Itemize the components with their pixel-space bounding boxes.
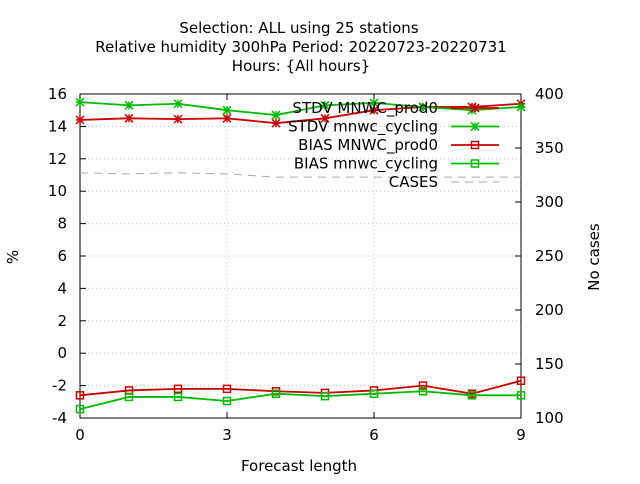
- y-tick-label: 12: [48, 150, 67, 168]
- data-point-bias-mnwc-prod0: [418, 381, 428, 390]
- data-point-stdv-mnwc-cycling: [320, 100, 330, 110]
- data-point-bias-mnwc-cycling: [467, 391, 477, 400]
- title-line-3: Hours: {All hours}: [232, 57, 370, 75]
- y2-tick-label: 150: [535, 355, 564, 373]
- data-point-bias-mnwc-prod0: [222, 384, 232, 394]
- y-tick-label: 14: [48, 117, 67, 135]
- legend-marker-bias-mnwc-prod0: [470, 140, 480, 150]
- data-point-stdv-mnwc-cycling: [173, 99, 183, 109]
- data-point-stdv-mnwc-prod0: [320, 113, 330, 123]
- grid: [80, 94, 521, 418]
- data-point-stdv-mnwc-cycling: [271, 110, 281, 120]
- x-tick-label: 3: [222, 426, 232, 444]
- data-point-stdv-mnwc-cycling: [418, 102, 428, 112]
- data-point-bias-mnwc-prod0: [516, 376, 526, 385]
- series-line-bias-mnwc-cycling: [79, 390, 521, 410]
- y-tick-label: 6: [57, 247, 67, 265]
- data-point-bias-mnwc-cycling: [418, 387, 428, 396]
- data-point-stdv-mnwc-prod0: [222, 113, 232, 123]
- series-line-cases: [79, 172, 521, 178]
- y-tick-label: 16: [48, 85, 67, 103]
- title-line-1: Selection: ALL using 25 stations: [179, 19, 418, 37]
- title-line-2: Relative humidity 300hPa Period: 2022072…: [95, 38, 506, 56]
- data-point-stdv-mnwc-cycling: [516, 102, 526, 112]
- data-point-bias-mnwc-cycling: [516, 391, 526, 400]
- data-point-bias-mnwc-prod0: [75, 391, 85, 400]
- series-line-stdv-mnwc-prod0: [79, 102, 522, 125]
- data-point-stdv-mnwc-prod0: [271, 118, 281, 128]
- y2-tick-label: 400: [535, 85, 564, 103]
- data-point-bias-mnwc-cycling: [124, 392, 134, 402]
- data-point-bias-mnwc-prod0: [173, 384, 183, 394]
- series-layer: [75, 97, 526, 414]
- y2-axis-label: No cases: [585, 223, 603, 291]
- y-tick-label: -4: [52, 409, 67, 427]
- y-tick-label: 8: [57, 215, 67, 233]
- y2-tick-label: 350: [535, 139, 564, 157]
- legend-marker-stdv-mnwc-cycling: [470, 121, 480, 132]
- legend-label-stdv-mnwc-prod0: STDV MNWC_prod0: [292, 99, 438, 118]
- y-tick-label: 0: [57, 344, 67, 362]
- y2-tick-label: 250: [535, 247, 564, 265]
- x-tick-label: 9: [516, 426, 526, 444]
- x-tick-label: 6: [369, 426, 379, 444]
- data-point-stdv-mnwc-cycling: [75, 97, 85, 107]
- data-point-bias-mnwc-cycling: [369, 389, 379, 398]
- data-point-bias-mnwc-cycling: [222, 396, 232, 406]
- data-point-stdv-mnwc-cycling: [369, 98, 379, 108]
- y-tick-label: -2: [52, 377, 67, 395]
- data-point-stdv-mnwc-prod0: [173, 114, 183, 124]
- y-tick-label: 4: [57, 279, 67, 297]
- data-point-stdv-mnwc-prod0: [75, 115, 85, 125]
- y2-tick-label: 300: [535, 193, 564, 211]
- series-line-stdv-mnwc-cycling: [79, 101, 522, 116]
- data-point-stdv-mnwc-prod0: [124, 113, 134, 123]
- data-point-stdv-mnwc-prod0: [369, 105, 379, 115]
- x-tick-label: 0: [75, 426, 85, 444]
- y-tick-label: 2: [57, 312, 67, 330]
- legend-label-bias-mnwc-cycling: BIAS mnwc_cycling: [294, 155, 438, 174]
- legend-label-bias-mnwc-prod0: BIAS MNWC_prod0: [298, 136, 438, 155]
- data-point-bias-mnwc-cycling: [320, 391, 330, 401]
- legend-marker-bias-mnwc-cycling: [470, 159, 480, 168]
- data-point-stdv-mnwc-cycling: [124, 100, 134, 110]
- data-point-bias-mnwc-cycling: [271, 389, 281, 398]
- data-point-bias-mnwc-cycling: [173, 392, 183, 402]
- axis-ticks: 0 3 6 9 -4 -2 0 2 4 6 8 10 12 14 16 100 150 200 250 300 350 4…: [48, 85, 564, 444]
- legend-marker-stdv-mnwc-prod0: [470, 103, 480, 113]
- legend-label-stdv-mnwc-cycling: STDV mnwc_cycling: [288, 118, 438, 137]
- data-point-bias-mnwc-cycling: [75, 404, 85, 414]
- legend-label-cases: CASES: [389, 173, 438, 191]
- chart-title: Selection: ALL using 25 stations Relativ…: [95, 19, 506, 75]
- series-line-bias-mnwc-prod0: [79, 379, 522, 397]
- x-axis-label: Forecast length: [241, 457, 357, 475]
- y2-tick-label: 200: [535, 301, 564, 319]
- y-axis-label: %: [4, 250, 22, 264]
- y2-tick-label: 100: [535, 409, 564, 427]
- y-tick-label: 10: [48, 182, 67, 200]
- data-point-stdv-mnwc-cycling: [222, 105, 232, 115]
